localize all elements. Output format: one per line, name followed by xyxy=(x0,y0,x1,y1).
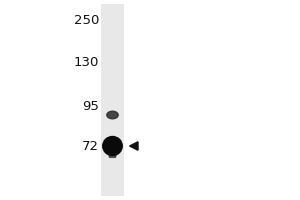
Text: 250: 250 xyxy=(74,14,99,26)
Text: 130: 130 xyxy=(74,55,99,68)
Polygon shape xyxy=(106,145,119,157)
Ellipse shape xyxy=(103,136,122,156)
Bar xyxy=(101,4,124,196)
Polygon shape xyxy=(130,142,138,150)
Text: 95: 95 xyxy=(82,99,99,112)
Ellipse shape xyxy=(107,111,118,119)
Text: 72: 72 xyxy=(82,140,99,152)
